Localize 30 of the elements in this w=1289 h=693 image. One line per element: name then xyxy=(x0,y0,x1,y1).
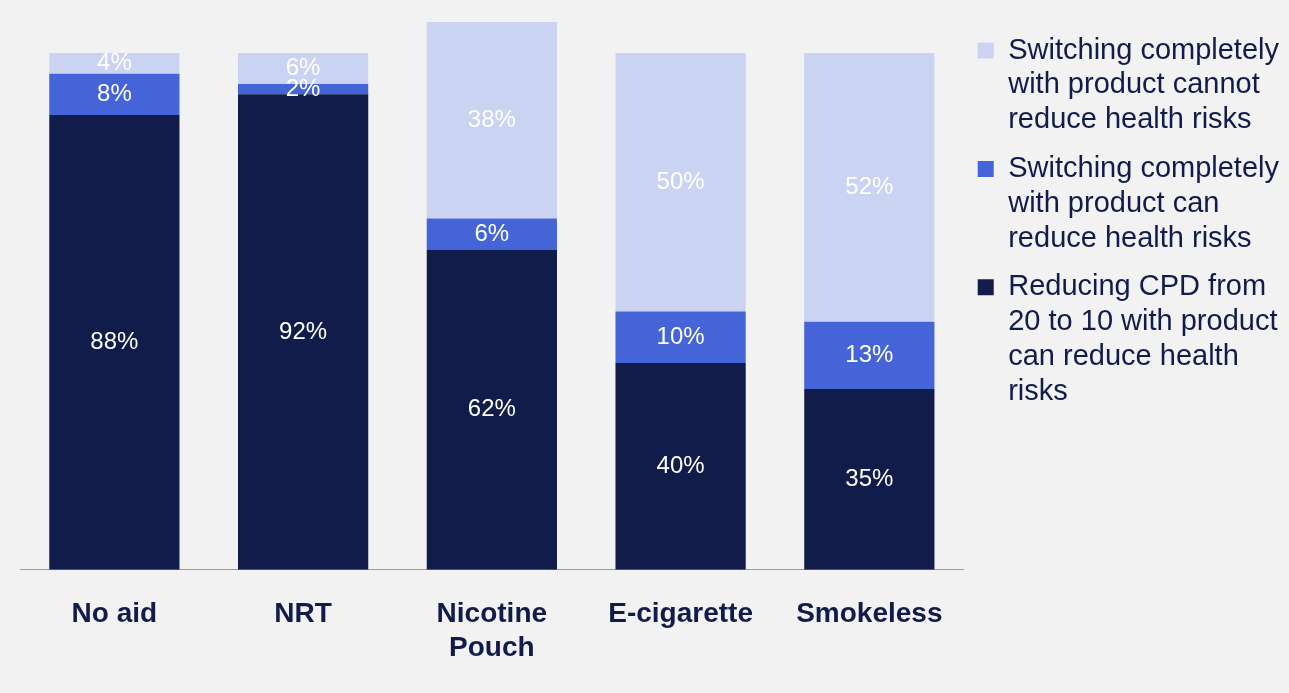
bar xyxy=(426,218,557,250)
bar xyxy=(804,321,935,389)
bar xyxy=(426,22,557,219)
data-label: 8% xyxy=(97,78,132,106)
legend-label: Switching completely with product cannot reduce health risks xyxy=(1007,32,1280,135)
data-label: 92% xyxy=(279,316,328,344)
bar xyxy=(615,311,746,364)
x-tick-label: No aid xyxy=(71,597,158,629)
bar xyxy=(49,73,180,116)
x-tick-label: E-cigarette xyxy=(608,597,753,629)
data-label: 10% xyxy=(656,321,705,349)
bar xyxy=(238,94,369,570)
x-tick-label: Smokeless xyxy=(796,597,943,629)
bar xyxy=(804,388,935,570)
data-label: 13% xyxy=(845,339,894,367)
x-tick-label: NRT xyxy=(274,597,332,629)
data-label: 6% xyxy=(474,218,510,246)
bar xyxy=(49,115,180,570)
bar xyxy=(426,249,557,570)
bar xyxy=(615,53,746,312)
bar xyxy=(615,363,746,570)
bar xyxy=(804,53,935,322)
legend-label: Switching completely with product can reduce health risks xyxy=(1007,150,1280,253)
x-tick-label: Nicotine Pouch xyxy=(436,597,548,662)
data-label: 40% xyxy=(656,451,705,479)
data-label: 88% xyxy=(90,327,139,355)
legend-label: Reducing CPD from 20 to 10 with product can reduce health risks xyxy=(1008,269,1278,406)
data-label: 35% xyxy=(845,463,894,491)
data-label: 62% xyxy=(467,394,516,422)
bar xyxy=(49,53,180,74)
